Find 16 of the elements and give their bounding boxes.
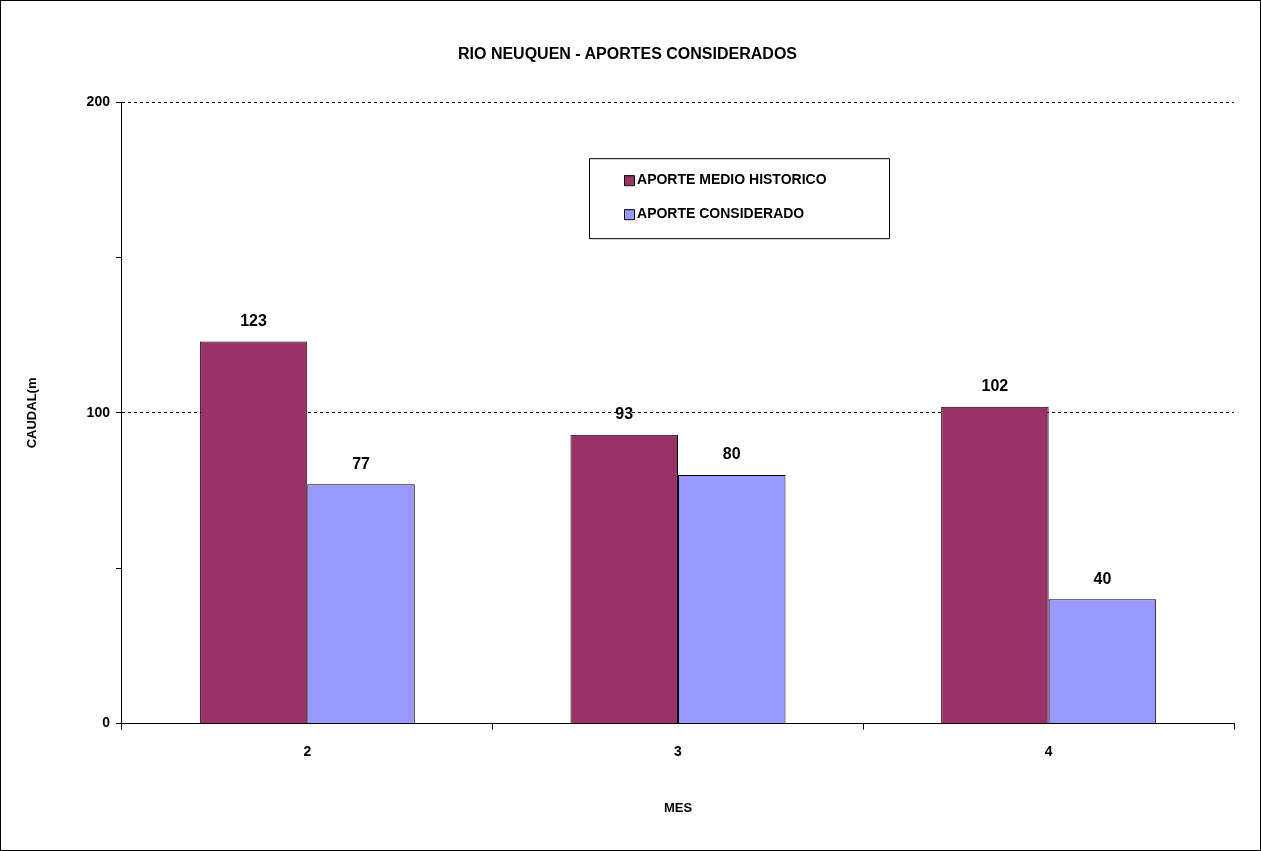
data-label: 40 (1093, 569, 1112, 587)
x-axis-title: MES (663, 799, 693, 815)
y-tick-label: 100 (86, 403, 111, 420)
x-tick-label: 3 (674, 742, 683, 759)
chart-title: RIO NEUQUEN - APORTES CONSIDERADOS (458, 45, 798, 63)
legend-label: APORTE CONSIDERADO (637, 205, 805, 222)
data-label: 80 (722, 445, 741, 463)
data-label: 77 (352, 454, 371, 472)
x-tick-label: 4 (1044, 742, 1053, 759)
y-axis-title: CAUDAL(m (24, 377, 40, 449)
x-tick-label: 2 (303, 742, 312, 759)
data-label: 102 (981, 377, 1009, 395)
legend-label: APORTE MEDIO HISTORICO (637, 171, 827, 188)
y-tick-label: 200 (86, 93, 111, 110)
y-tick-label: 0 (102, 714, 111, 731)
data-label: 123 (240, 311, 267, 329)
